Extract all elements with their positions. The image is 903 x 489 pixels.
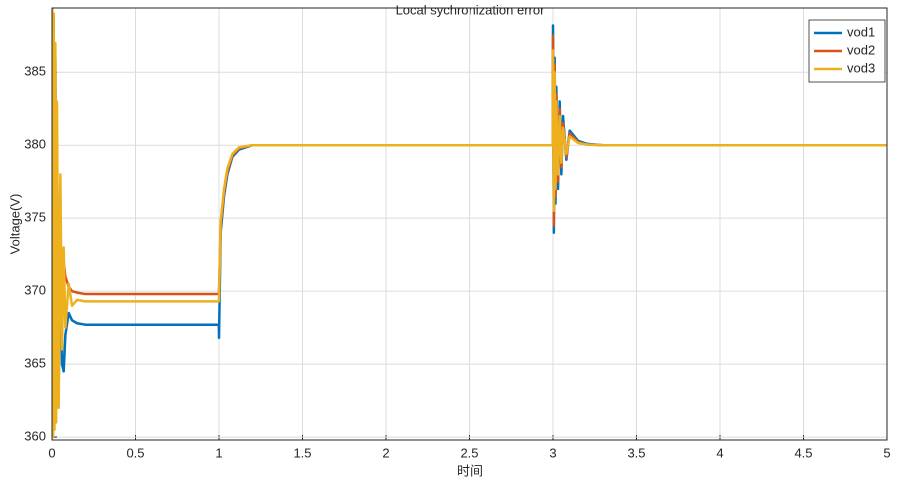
x-tick-label: 2.5: [460, 445, 478, 460]
x-tick-label: 3.5: [627, 445, 645, 460]
y-tick-label: 370: [24, 283, 46, 298]
x-tick-label: 4.5: [794, 445, 812, 460]
plot-area: [52, 8, 887, 439]
x-tick-label: 4: [716, 445, 723, 460]
x-tick-label: 3: [549, 445, 556, 460]
y-tick-label: 375: [24, 210, 46, 225]
x-axis-label: 时间: [457, 463, 483, 478]
chart-title: Local sychronization error: [396, 2, 546, 17]
legend-label: vod2: [847, 42, 875, 57]
y-tick-label: 365: [24, 356, 46, 371]
y-tick-label: 380: [24, 137, 46, 152]
y-axis-label: Voltage(V): [7, 194, 22, 255]
legend-label: vod1: [847, 24, 875, 39]
legend-label: vod3: [847, 60, 875, 75]
x-tick-label: 5: [883, 445, 890, 460]
x-tick-label: 0.5: [126, 445, 144, 460]
y-tick-label: 385: [24, 64, 46, 79]
x-tick-label: 1: [215, 445, 222, 460]
x-tick-label: 2: [382, 445, 389, 460]
x-tick-label: 1.5: [293, 445, 311, 460]
axes-box: [51, 7, 888, 441]
y-tick-label: 360: [24, 429, 46, 444]
x-tick-label: 0: [48, 445, 55, 460]
series-line: [52, 8, 887, 439]
